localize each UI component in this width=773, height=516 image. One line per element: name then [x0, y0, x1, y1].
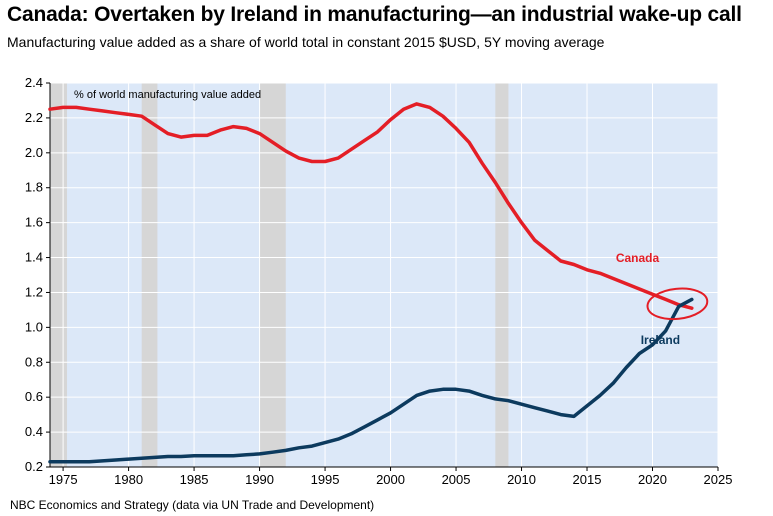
y-tick-label: 0.4: [25, 424, 43, 439]
x-axis: 1975 1980 1985 1990 1995 2000 2005 2010 2015 2020…: [49, 467, 733, 487]
x-tick-label: 1985: [180, 472, 209, 487]
gridlines: [49, 82, 719, 468]
y-tick-label: 1.6: [25, 215, 43, 230]
y-tick-label: 2.4: [25, 75, 43, 90]
chart-title: Canada: Overtaken by Ireland in manufact…: [7, 3, 742, 26]
y-axis: 0.2 0.4 0.6 0.8 1.0 1.2 1.4 1.6 1.8 2.0 2.2 2.4: [25, 75, 50, 474]
x-tick-label: 1980: [114, 472, 143, 487]
x-tick-label: 1975: [49, 472, 78, 487]
source-note: NBC Economics and Strategy (data via UN …: [10, 498, 375, 512]
series-label-canada: Canada: [616, 251, 660, 265]
series-line-canada: [48, 102, 694, 310]
series-lines: [48, 102, 694, 464]
y-tick-label: 1.2: [25, 284, 43, 299]
x-tick-label: 2015: [573, 472, 602, 487]
y-tick-label: 1.8: [25, 180, 43, 195]
x-tick-label: 1990: [245, 472, 274, 487]
y-tick-label: 0.6: [25, 389, 43, 404]
y-axis-label: % of world manufacturing value added: [74, 89, 261, 101]
recession-shading: [50, 83, 509, 467]
y-tick-label: 2.2: [25, 110, 43, 125]
x-tick-label: 2010: [507, 472, 536, 487]
recession-band-1: [141, 83, 158, 467]
y-tick-label: 1.4: [25, 250, 43, 265]
chart-subtitle: Manufacturing value added as a share of …: [7, 34, 605, 50]
x-tick-label: 2025: [704, 472, 733, 487]
overtake-highlight-circle: [646, 287, 709, 321]
x-tick-label: 2020: [638, 472, 667, 487]
y-tick-label: 2.0: [25, 145, 43, 160]
recession-band-3: [495, 83, 509, 467]
series-label-ireland: Ireland: [641, 333, 680, 347]
x-tick-label: 2000: [376, 472, 405, 487]
recession-band-0: [50, 83, 68, 467]
series-line-ireland: [48, 297, 694, 464]
x-tick-label: 2005: [442, 472, 471, 487]
y-tick-label: 1.0: [25, 319, 43, 334]
x-tick-label: 1995: [311, 472, 340, 487]
y-tick-label: 0.2: [25, 459, 43, 474]
y-tick-label: 0.8: [25, 354, 43, 369]
